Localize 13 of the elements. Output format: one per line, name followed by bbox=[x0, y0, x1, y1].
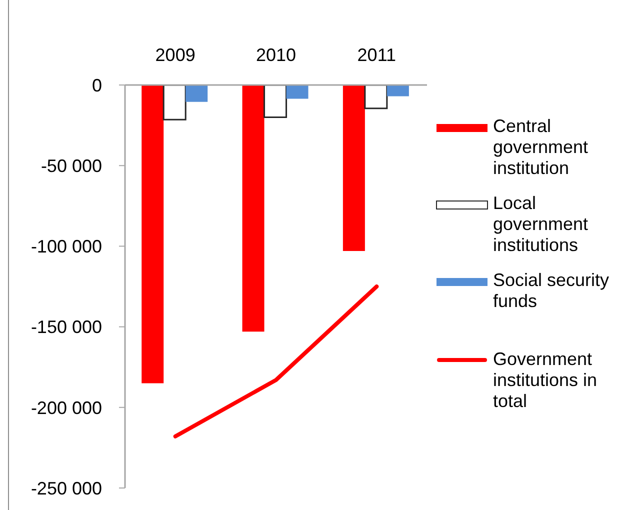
y-tick-label: -150 000 bbox=[30, 317, 102, 338]
y-tick-label: -200 000 bbox=[30, 398, 102, 418]
y-tick-label: 0 bbox=[92, 75, 102, 96]
y-tick-label: -50 000 bbox=[40, 156, 102, 176]
legend-label: Local government institutions bbox=[493, 193, 590, 256]
x-tick-label: 2010 bbox=[256, 45, 296, 65]
y-tick-label: -250 000 bbox=[30, 478, 102, 498]
legend-label: Government institutions in total bbox=[493, 349, 598, 412]
y-tick-label: -100 000 bbox=[30, 236, 102, 257]
x-tick-label: 2009 bbox=[155, 45, 196, 65]
legend-label: Central government institution bbox=[493, 116, 590, 179]
legend-label: Social security funds bbox=[493, 270, 610, 312]
x-tick-label: 2011 bbox=[357, 45, 396, 65]
